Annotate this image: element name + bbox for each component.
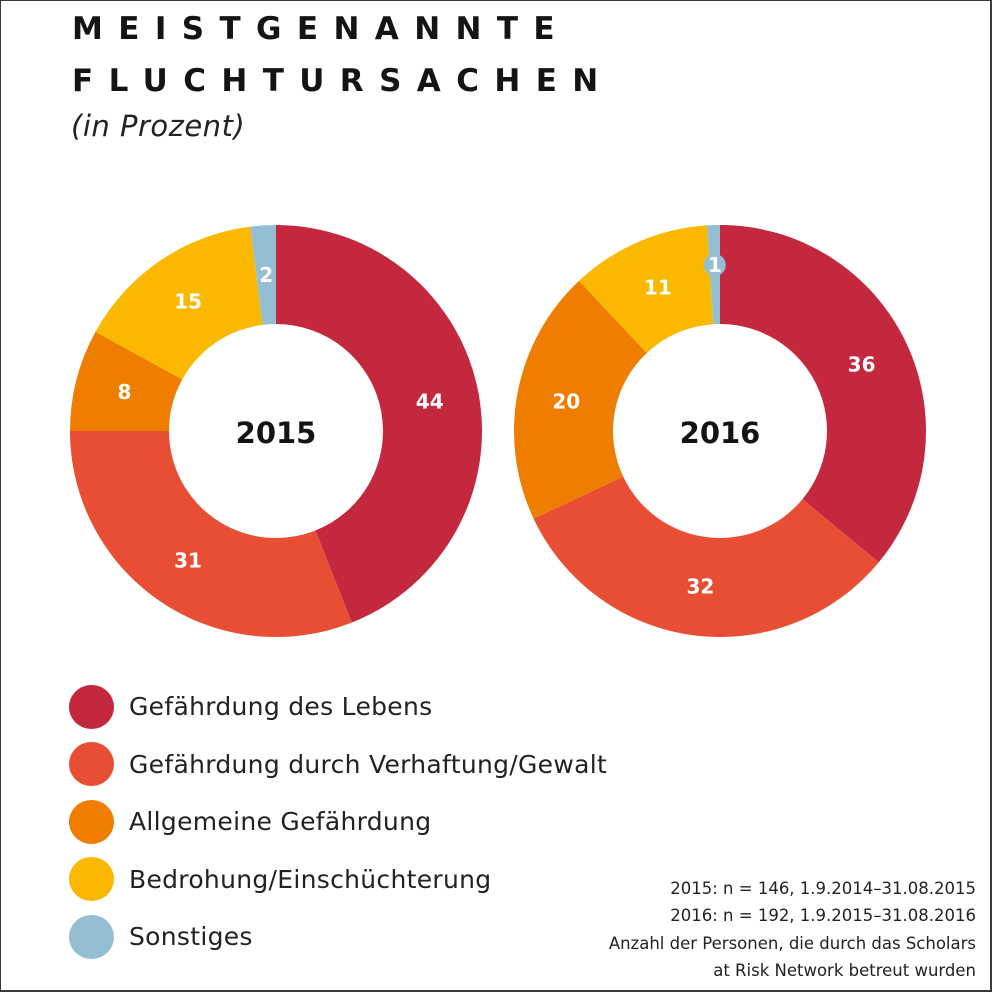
data-label: 36	[848, 352, 876, 376]
title-line-2: FLUCHTURSACHEN	[72, 63, 614, 99]
slice-2015-gef-hrdung-durch-verhaftung-gewalt	[70, 431, 352, 637]
legend-item: Gefährdung durch Verhaftung/Gewalt	[69, 742, 607, 787]
slice-2016-gef-hrdung-durch-verhaftung-gewalt	[533, 476, 879, 637]
legend-label: Gefährdung durch Verhaftung/Gewalt	[129, 749, 608, 779]
footnote-line: at Risk Network betreut wurden	[713, 960, 976, 980]
legend-swatch-icon	[69, 742, 114, 786]
slice-2016-gef-hrdung-des-lebens	[720, 225, 926, 563]
legend-item: Gefährdung des Lebens	[69, 684, 607, 729]
slice-2015-sonstiges	[250, 225, 276, 325]
data-label: 8	[117, 380, 131, 404]
legend: Gefährdung des Lebens Gefährdung durch V…	[69, 684, 607, 972]
legend-swatch-icon	[69, 857, 114, 901]
legend-label: Allgemeine Gefährdung	[129, 807, 432, 836]
data-label: 32	[686, 574, 714, 598]
data-label: 15	[174, 290, 202, 314]
legend-swatch-icon	[69, 914, 114, 959]
footnote: 2015: n = 146, 1.9.2014–31.08.2015 2016:…	[609, 875, 976, 984]
data-label: 11	[644, 275, 672, 299]
slice-label-badge	[703, 254, 726, 277]
data-label: 20	[552, 390, 580, 414]
slice-2015-bedrohung-einsch-chterung	[95, 226, 263, 380]
subtitle: (in Prozent)	[71, 109, 246, 143]
donut-center-year: 2015	[236, 416, 317, 450]
slice-2015-gef-hrdung-des-lebens	[276, 225, 483, 623]
legend-label: Sonstiges	[129, 922, 253, 951]
slice-2016-allgemeine-gef-hrdung	[514, 280, 647, 519]
legend-item: Allgemeine Gefährdung	[69, 799, 607, 844]
slice-2015-allgemeine-gef-hrdung	[70, 331, 183, 431]
donut-2015: 44 31 8 15 2 2015	[70, 225, 483, 637]
legend-swatch-icon	[69, 684, 114, 729]
legend-swatch-icon	[69, 799, 114, 844]
footnote-line: 2015: n = 146, 1.9.2014–31.08.2015	[670, 879, 976, 898]
donut-center-year: 2016	[680, 416, 761, 450]
data-label: 2	[259, 263, 273, 287]
footnote-line: 2016: n = 192, 1.9.2015–31.08.2016	[670, 906, 976, 926]
legend-label: Gefährdung des Lebens	[129, 692, 433, 721]
footnote-line: Anzahl der Personen, die durch das Schol…	[608, 933, 976, 953]
legend-item: Bedrohung/Einschüchterung	[69, 857, 607, 902]
data-label: 31	[174, 548, 202, 572]
slice-2016-bedrohung-einsch-chterung	[578, 225, 714, 354]
title-line-1: MEISTGENANNTE	[72, 11, 570, 47]
legend-item: Sonstiges	[69, 914, 607, 959]
data-label: 1	[708, 253, 722, 277]
data-label: 44	[416, 390, 444, 414]
legend-label: Bedrohung/Einschüchterung	[129, 864, 492, 894]
